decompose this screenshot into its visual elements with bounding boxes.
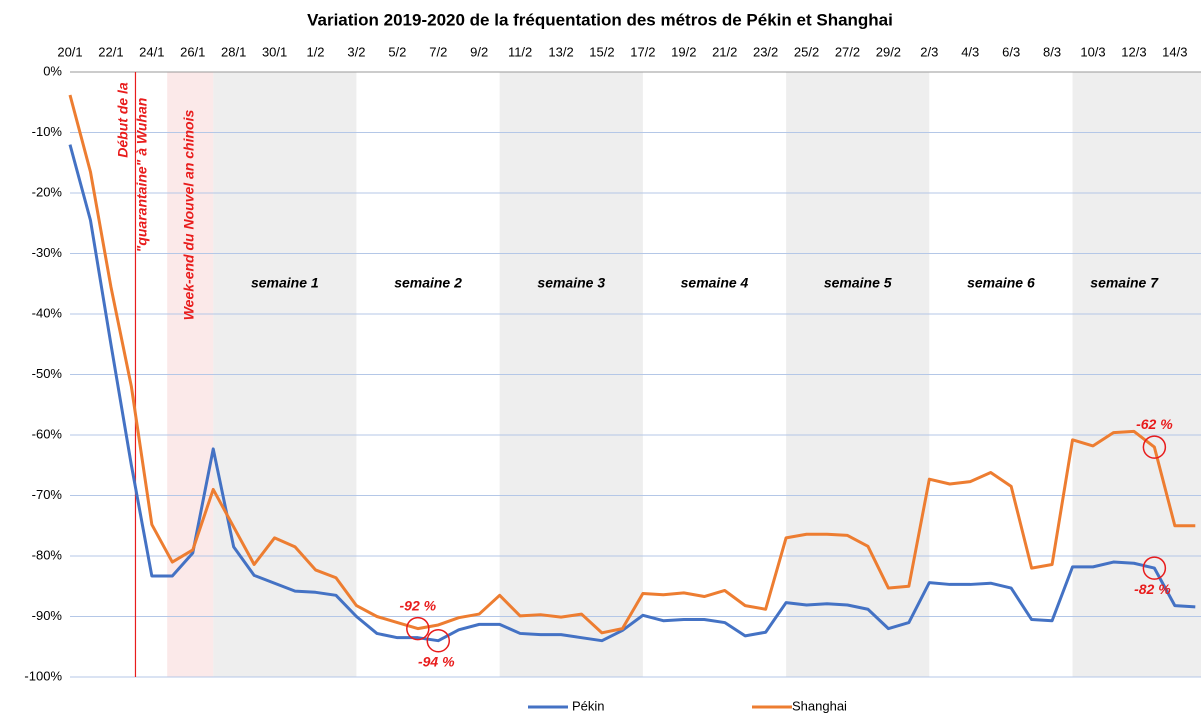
week-label: semaine 2 [394,275,462,291]
y-tick-label: -100% [24,668,62,683]
x-tick-label: 4/3 [961,44,979,59]
data-label: -92 % [400,597,437,613]
x-tick-label: 22/1 [98,44,123,59]
annotation: "quarantaine" à Wuhan [134,98,150,253]
y-tick-label: 0% [43,63,62,78]
week-label: semaine 1 [251,275,319,291]
data-label: -62 % [1136,416,1173,432]
legend-label: Pékin [572,698,605,713]
x-tick-label: 19/2 [671,44,696,59]
y-tick-label: -30% [32,245,63,260]
x-tick-label: 7/2 [429,44,447,59]
week-label: semaine 6 [967,275,1035,291]
x-tick-label: 1/2 [306,44,324,59]
y-tick-label: -60% [32,426,63,441]
chart-title: Variation 2019-2020 de la fréquentation … [307,10,893,29]
x-tick-label: 3/2 [347,44,365,59]
x-tick-label: 9/2 [470,44,488,59]
x-tick-label: 23/2 [753,44,778,59]
x-tick-label: 27/2 [835,44,860,59]
x-tick-label: 10/3 [1080,44,1105,59]
y-tick-label: -70% [32,487,63,502]
x-tick-label: 28/1 [221,44,246,59]
x-tick-label: 2/3 [920,44,938,59]
legend-label: Shanghai [792,698,847,713]
x-tick-label: 29/2 [876,44,901,59]
y-tick-label: -40% [32,305,63,320]
annotation: Début de la [115,82,131,158]
x-tick-label: 15/2 [589,44,614,59]
x-tick-label: 24/1 [139,44,164,59]
highlight-circle [1142,435,1167,459]
x-tick-label: 20/1 [57,44,82,59]
x-tick-label: 13/2 [548,44,573,59]
y-tick-label: -20% [32,184,63,199]
x-tick-label: 26/1 [180,44,205,59]
y-tick-label: -80% [32,547,63,562]
x-tick-label: 12/3 [1121,44,1146,59]
week-label: semaine 7 [1090,275,1159,291]
week-label: semaine 5 [824,275,892,291]
y-tick-label: -10% [32,124,63,139]
x-tick-label: 17/2 [630,44,655,59]
week-label: semaine 3 [537,275,605,291]
y-tick-label: -50% [32,366,63,381]
highlight-circle [1142,556,1167,580]
series-line [68,144,1196,643]
data-label: -94 % [418,653,455,669]
highlight-circle [406,616,430,641]
x-tick-label: 8/3 [1043,44,1061,59]
series-line [68,94,1196,635]
x-tick-label: 6/3 [1002,44,1020,59]
x-tick-label: 5/2 [388,44,406,59]
data-label: -82 % [1134,581,1171,597]
x-tick-label: 30/1 [262,44,287,59]
x-tick-label: 21/2 [712,44,737,59]
annotation: Week-end du Nouvel an chinois [181,110,197,321]
week-label: semaine 4 [681,275,749,291]
x-tick-label: 14/3 [1162,44,1187,59]
highlight-circle [426,628,451,653]
x-tick-label: 11/2 [508,44,532,59]
y-tick-label: -90% [32,608,63,623]
x-tick-label: 25/2 [794,44,819,59]
